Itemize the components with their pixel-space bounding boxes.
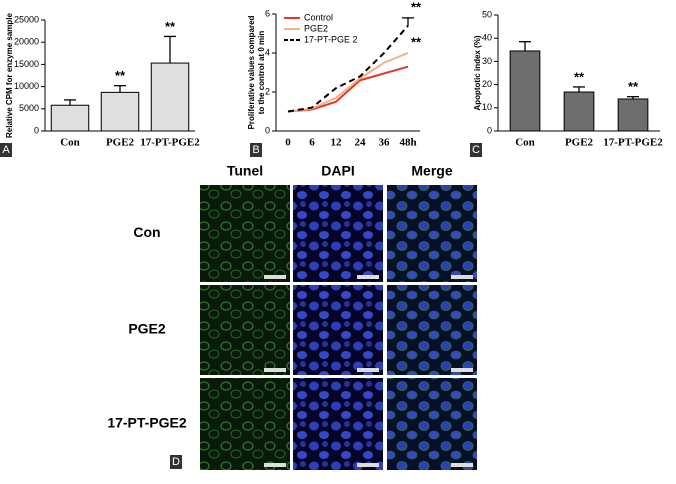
panel-label-box: [0, 143, 12, 157]
y-tick-label: 2: [265, 86, 270, 96]
y-tick-label: 10: [482, 102, 492, 112]
y-tick-label: 6: [265, 8, 270, 18]
panel-label-text: A: [2, 144, 10, 156]
panel-label-text: C: [472, 144, 480, 156]
x-tick-label: 24: [355, 137, 367, 149]
micrograph: [387, 185, 477, 282]
column-header: Tunel: [227, 163, 263, 179]
x-tick-label: Con: [60, 137, 80, 149]
legend-label: Control: [304, 12, 333, 22]
scale-bar: [357, 368, 379, 372]
x-tick-label: PGE2: [565, 137, 594, 149]
significance: **: [628, 79, 639, 94]
significance: **: [115, 68, 126, 83]
y-axis-label: to the control at 0 min: [257, 31, 266, 115]
scale-bar: [357, 463, 379, 467]
legend-label: PGE2: [304, 23, 328, 33]
micrograph: [387, 378, 477, 470]
y-tick-label: 20: [482, 79, 492, 89]
significance: **: [411, 0, 422, 14]
significance: **: [165, 19, 176, 34]
y-axis-label: Relative CPM for enzyme sample: [5, 12, 14, 137]
row-label: 17-PT-PGE2: [107, 415, 187, 431]
micrograph: [200, 285, 290, 375]
scale-bar: [264, 463, 286, 467]
y-tick-label: 20000: [14, 37, 39, 47]
significance: **: [411, 34, 422, 49]
x-tick-label: 17-PT-PGE2: [140, 137, 200, 149]
panel-label-box: [470, 143, 482, 157]
x-tick-label: 48h: [399, 137, 416, 149]
panel-label: C: [470, 143, 482, 157]
bar: [509, 50, 541, 132]
micrograph: [293, 285, 383, 375]
y-axis-label: Apoptotic index (%): [473, 35, 482, 110]
x-tick-label: PGE2: [106, 137, 135, 149]
bar: [100, 91, 140, 132]
scale-bar: [451, 463, 473, 467]
x-tick-label: 12: [331, 137, 343, 149]
y-tick-label: 40: [482, 33, 492, 43]
bar: [50, 104, 90, 132]
y-tick-label: 4: [265, 47, 270, 57]
row-label: Con: [133, 224, 160, 240]
panel-label-box: [170, 455, 182, 469]
scale-bar: [451, 275, 473, 279]
column-header: DAPI: [321, 163, 354, 179]
line: [287, 25, 409, 113]
y-tick-label: 5000: [19, 103, 39, 113]
scale-bar: [264, 275, 286, 279]
panel-label-text: B: [252, 144, 259, 156]
x-tick-label: 6: [309, 137, 315, 149]
panel-label: A: [0, 143, 12, 157]
y-tick-label: 15000: [14, 59, 39, 69]
x-tick-label: Con: [515, 137, 535, 149]
panel-label: B: [250, 143, 262, 157]
significance: **: [574, 69, 585, 84]
scale-bar: [357, 275, 379, 279]
x-tick-label: 0: [285, 137, 291, 149]
micrograph: [387, 285, 477, 375]
y-tick-label: 30: [482, 56, 492, 66]
micrograph: [200, 185, 290, 282]
scale-bar: [264, 368, 286, 372]
y-tick-label: 0: [34, 125, 39, 135]
y-tick-label: 25000: [14, 14, 39, 24]
row-label: PGE2: [128, 321, 166, 337]
panel-label-text: D: [172, 456, 180, 468]
y-tick-label: 0: [487, 125, 492, 135]
y-tick-label: 50: [482, 9, 492, 19]
x-tick-label: 36: [379, 137, 391, 149]
bar: [563, 91, 595, 132]
y-tick-label: 10000: [14, 81, 39, 91]
micrograph: [200, 378, 290, 470]
bar: [617, 98, 649, 132]
line: [287, 52, 409, 113]
micrograph: [293, 185, 383, 282]
bar: [150, 62, 190, 132]
column-header: Merge: [411, 163, 452, 179]
micrograph: [293, 378, 383, 470]
x-tick-label: 17-PT-PGE2: [603, 137, 663, 149]
legend-label: 17-PT-PGE 2: [304, 34, 358, 44]
scale-bar: [451, 368, 473, 372]
y-axis-label: Proliferative values compared: [247, 15, 256, 129]
panel-label-box: [250, 143, 262, 157]
y-tick-label: 0: [265, 125, 270, 135]
